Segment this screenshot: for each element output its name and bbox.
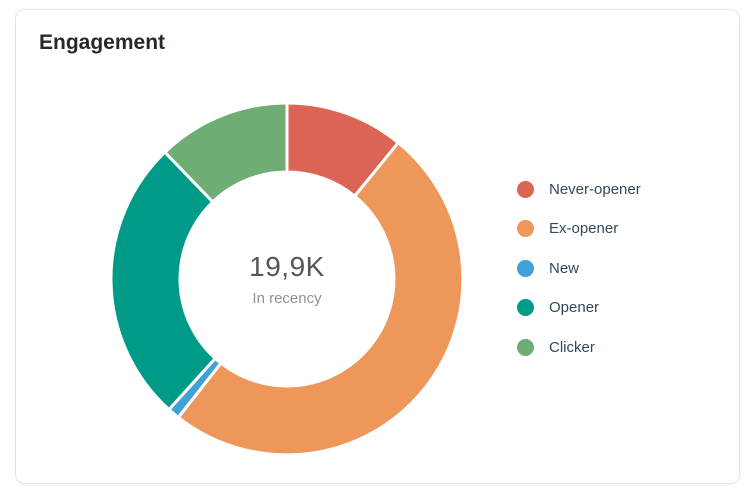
donut-chart [109,101,465,457]
card-title: Engagement [39,31,166,54]
legend-item-never-opener[interactable]: Never-opener [517,179,641,199]
legend-dot [517,220,534,237]
legend-dot [517,259,534,277]
legend-dot [517,338,534,356]
legend-item-ex-opener[interactable]: Ex-opener [517,219,641,239]
legend-item-clicker[interactable]: Clicker [517,337,641,357]
legend-label: Opener [549,299,600,316]
donut-segment-ex-opener[interactable] [176,141,465,457]
legend-label: Clicker [549,338,595,356]
donut-svg [109,101,465,457]
legend-dot [517,180,534,198]
legend-dot [517,299,534,316]
donut-segment-clicker[interactable] [163,101,289,204]
legend-item-opener[interactable]: Opener [517,298,641,318]
legend-label: New [549,259,580,277]
donut-segment-opener[interactable] [109,150,217,412]
legend-item-new[interactable]: New [517,258,641,278]
chart-legend: Never-opener Ex-opener New Opener Clicke… [517,179,641,357]
legend-label: Never-opener [549,180,641,198]
legend-label: Ex-opener [549,220,619,237]
engagement-card: Engagement 19,9K In recency Never-opener… [15,9,740,484]
